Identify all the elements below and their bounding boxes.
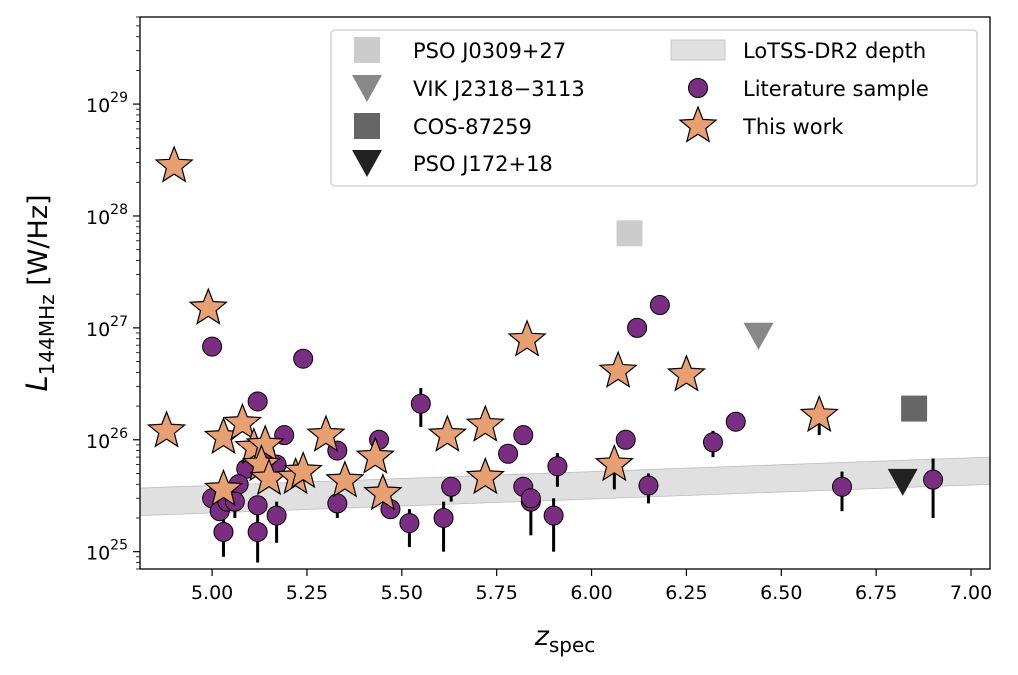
x-tick-label: 7.00 (950, 582, 992, 604)
legend-marker-cos-87259 (354, 113, 380, 139)
literature-point (627, 317, 648, 338)
y-tick-label: 1027 (86, 314, 128, 341)
literature-point (213, 521, 234, 542)
literature-point (399, 513, 420, 534)
literature-point (513, 425, 534, 446)
legend-label: VIK J2318−3113 (413, 77, 585, 101)
literature-point (247, 391, 268, 412)
y-tick-label: 1029 (86, 90, 128, 117)
y-tick-label: 1025 (86, 538, 128, 565)
this-work-point (363, 472, 403, 511)
legend-label: LoTSS-DR2 depth (743, 39, 926, 63)
literature-point (433, 507, 454, 528)
literature-point (649, 295, 670, 316)
literature-point (410, 393, 431, 414)
y-tick-label: 1026 (86, 426, 128, 453)
literature-point (543, 505, 564, 526)
literature-point (202, 336, 223, 357)
lotss-depth-band (140, 456, 990, 517)
literature-point (247, 495, 268, 516)
literature-point (725, 411, 746, 432)
pso-j172-point (887, 468, 918, 496)
this-work-point (666, 354, 707, 392)
this-work-point (799, 394, 839, 433)
literature-point (702, 432, 723, 453)
y-axis-ticks: 1025 1026 1027 1028 1029 (86, 16, 140, 570)
this-work-points-layer (146, 145, 839, 511)
cos-87259-point (901, 395, 928, 422)
x-tick-label: 5.75 (476, 582, 518, 604)
x-tick-label: 5.25 (286, 582, 328, 604)
this-work-point (222, 402, 263, 441)
literature-point (615, 429, 636, 450)
legend-label: PSO J172+18 (413, 152, 553, 176)
legend-label: PSO J0309+27 (413, 39, 566, 63)
x-axis-ticks: 5.00 5.25 5.50 5.75 6.00 6.25 6.50 6.75 7.00 (191, 569, 992, 604)
literature-point (327, 493, 348, 514)
y-tick-label: 1028 (86, 202, 128, 229)
this-work-point (325, 460, 365, 498)
this-work-point (465, 404, 505, 442)
x-tick-label: 6.25 (665, 582, 707, 604)
pso-j0309-point (616, 220, 643, 247)
literature-point (247, 521, 268, 542)
x-tick-label: 6.00 (570, 582, 612, 604)
legend-marker-pso-j0309 (354, 37, 380, 63)
lotss-depth-band-layer (140, 456, 990, 517)
y-axis-label: L144MHz [W/Hz] (20, 194, 59, 391)
literature-point (520, 488, 541, 509)
this-work-point (507, 319, 547, 357)
literature-point (638, 475, 659, 496)
literature-point (923, 469, 944, 490)
this-work-point (355, 436, 395, 474)
legend-label: Literature sample (743, 77, 929, 101)
plot-frame (139, 16, 991, 570)
x-axis-label: zspec (534, 621, 596, 657)
legend-label: COS-87259 (413, 115, 532, 139)
this-work-point (203, 468, 244, 507)
legend-marker-literature (688, 78, 708, 98)
x-tick-label: 5.00 (191, 582, 233, 604)
this-work-point (283, 450, 323, 489)
legend-marker-lotss-band (670, 39, 726, 61)
legend-marker-pso-j172 (352, 150, 382, 177)
legend-frame (330, 29, 978, 187)
this-work-point (306, 414, 346, 452)
this-work-point (427, 414, 468, 452)
literature-point (266, 505, 287, 526)
this-work-point (146, 410, 187, 448)
x-tick-label: 5.50 (381, 582, 423, 604)
legend-marker-vik-j2318 (352, 75, 382, 102)
this-work-point (594, 443, 634, 482)
this-work-point (598, 350, 638, 388)
this-work-point (188, 287, 228, 325)
vik-j2318-point (743, 322, 774, 350)
named-source-points-layer (616, 220, 928, 496)
x-tick-label: 6.75 (855, 582, 897, 604)
legend: PSO J0309+27 VIK J2318−3113 COS-87259 PSO J… (330, 29, 978, 187)
legend-label: This work (742, 115, 844, 139)
literature-point (547, 456, 568, 477)
this-work-point (245, 424, 285, 462)
literature-point (293, 348, 314, 369)
x-tick-label: 6.50 (760, 582, 802, 604)
legend-marker-this-work (678, 105, 718, 143)
this-work-point (465, 456, 505, 495)
literature-point (441, 476, 462, 497)
literature-point (832, 476, 853, 497)
literature-point (498, 443, 519, 464)
this-work-point (154, 145, 194, 183)
